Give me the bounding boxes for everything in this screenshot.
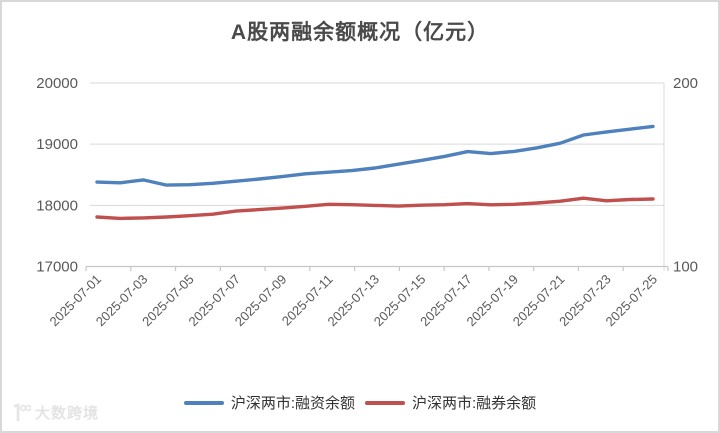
- y-axis-left-tick-label: 20000: [36, 75, 78, 92]
- securities-lending-balance-line: [95, 196, 655, 221]
- financing-balance-line: [95, 124, 655, 187]
- y-axis-right-tick-label: 100: [673, 259, 698, 276]
- margin-balance-chart-svg: 200001900018000170002001002025-07-012025…: [36, 75, 698, 329]
- securities-lending-line-swatch-icon: [365, 400, 405, 405]
- legend-label: 沪深两市:融资余额: [230, 395, 355, 412]
- watermark: 大数跨境: [9, 402, 99, 423]
- y-axis-left-tick-label: 17000: [36, 259, 78, 276]
- page-title: A股两融余额概况（亿元）: [230, 21, 490, 44]
- y-axis-left-tick-label: 19000: [36, 136, 78, 153]
- legend-label: 沪深两市:融券余额: [412, 395, 537, 412]
- y-axis-left-tick-label: 18000: [36, 197, 78, 214]
- dashu-kuajing-logo-icon: [13, 402, 31, 421]
- legend-item-securities-lending-balance: 沪深两市:融券余额: [365, 392, 536, 413]
- y-axis-right-tick-label: 200: [673, 75, 698, 92]
- watermark-text: 大数跨境: [35, 405, 100, 422]
- legend-item-financing-balance: 沪深两市:融资余额: [183, 392, 355, 413]
- financing-line-swatch-icon: [183, 400, 224, 405]
- legend: 沪深两市:融资余额 沪深两市:融券余额: [2, 392, 718, 413]
